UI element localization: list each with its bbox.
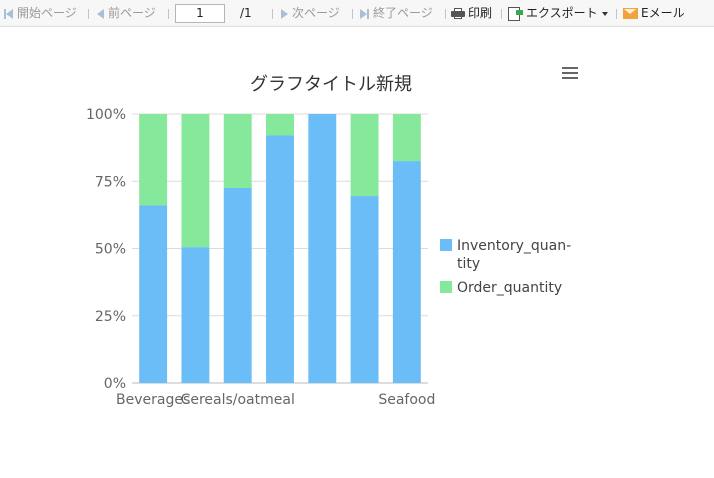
mail-icon: [623, 8, 638, 19]
bar-segment: [392, 114, 421, 162]
y-tick-label: 50%: [95, 242, 126, 258]
separator: [501, 9, 502, 19]
bar-segment: [181, 114, 210, 248]
last-page-button[interactable]: 終了ページ: [360, 0, 433, 27]
y-tick-label: 25%: [95, 309, 126, 325]
x-tick-label: Cereals/oatmeal: [181, 392, 295, 408]
bar-segment: [223, 187, 252, 383]
print-label: 印刷: [468, 6, 493, 20]
x-tick-label: Beverages: [116, 392, 190, 408]
bar-segment: [223, 114, 252, 188]
bar-segment: [350, 114, 379, 197]
y-tick-label: 75%: [95, 174, 126, 190]
chevron-down-icon: [601, 11, 608, 16]
next-page-label: 次ページ: [292, 6, 340, 20]
next-page-button[interactable]: 次ページ: [281, 0, 340, 27]
print-button[interactable]: 印刷: [451, 0, 492, 27]
legend: Inventory_quan-tity Order_quantity: [440, 238, 571, 296]
prev-page-button[interactable]: 前ページ: [97, 0, 156, 27]
email-button[interactable]: Eメール: [623, 0, 685, 27]
hamburger-icon: [562, 67, 578, 69]
stacked-bar-chart: グラフタイトル新規 0% 25% 50% 75% 100% BeveragesCerea…: [86, 64, 582, 408]
next-page-icon: [281, 8, 288, 19]
x-tick-label: Seafood: [378, 392, 435, 408]
separator: [352, 9, 353, 19]
bar-segment: [139, 114, 168, 206]
hamburger-menu-button[interactable]: [558, 64, 582, 84]
export-label: エクスポート: [526, 6, 598, 20]
legend-label: Inventory_quan-tity: [457, 238, 571, 272]
legend-swatch: [440, 281, 452, 293]
last-page-label: 終了ページ: [373, 6, 433, 20]
first-page-label: 開始ページ: [17, 6, 77, 20]
bar-segment: [392, 161, 421, 383]
separator: [168, 9, 169, 19]
first-page-icon: [4, 8, 6, 19]
prev-page-label: 前ページ: [108, 6, 156, 20]
prev-page-icon: [97, 8, 104, 19]
y-axis: 0% 25% 50% 75% 100%: [86, 107, 428, 392]
separator: [272, 9, 273, 19]
legend-swatch: [440, 239, 452, 251]
bar-segment: [139, 205, 168, 383]
page-number-input[interactable]: 1: [175, 4, 225, 23]
separator: [445, 9, 446, 19]
bars: [139, 114, 421, 383]
chart-title: グラフタイトル新規: [250, 74, 412, 95]
bar-segment: [266, 114, 294, 136]
legend-label: Order_quantity: [457, 280, 562, 296]
bar-segment: [350, 196, 379, 383]
report-toolbar: 開始ページ 前ページ 1 /1 次ページ 終了ページ 印刷 エクスポート Eメー…: [0, 0, 714, 27]
y-tick-label: 100%: [86, 107, 126, 123]
email-label: Eメール: [641, 6, 685, 20]
export-dropdown[interactable]: エクスポート: [508, 0, 608, 27]
printer-icon: [451, 8, 465, 19]
bar-segment: [266, 135, 294, 383]
first-page-button[interactable]: 開始ページ: [4, 0, 77, 27]
bar-segment: [181, 247, 210, 383]
bar-segment: [308, 114, 337, 383]
separator: [616, 9, 617, 19]
separator: [88, 9, 89, 19]
page-total: /1: [240, 6, 252, 20]
y-tick-label: 0%: [104, 376, 126, 392]
last-page-icon: [360, 8, 367, 19]
export-icon: [508, 6, 523, 21]
